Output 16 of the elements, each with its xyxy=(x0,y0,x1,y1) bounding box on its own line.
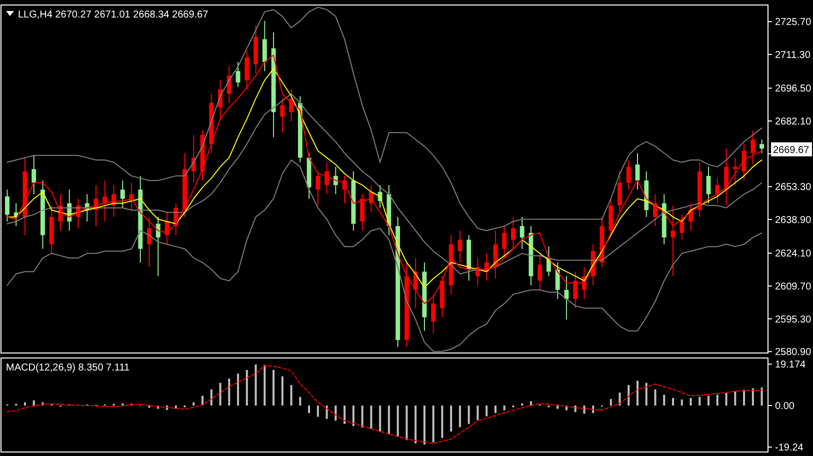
text: LLG,H4 2670.27 2671.01 2668.34 2669.67 xyxy=(18,10,209,20)
y-tick-label: 2725.70 xyxy=(775,17,812,28)
y-tick-label: 2711.30 xyxy=(775,50,811,61)
y-tick-label: 2638.90 xyxy=(775,214,812,226)
y-tick-label: 2595.30 xyxy=(775,314,812,326)
y-tick-label: 0.00 xyxy=(775,401,795,412)
y-tick-label: -19.24 xyxy=(775,442,804,454)
text: MACD(12,26,9) 8.350 7.111 xyxy=(6,362,130,374)
annotation: 2669.67 xyxy=(773,144,810,156)
y-tick-label: 2653.30 xyxy=(775,182,812,194)
y-tick-label: 2624.10 xyxy=(775,248,812,260)
y-tick-label: 2696.50 xyxy=(775,84,812,95)
y-tick-label: 19.174 xyxy=(775,360,806,371)
y-tick-label: 2609.70 xyxy=(775,282,812,292)
y-tick-label: 2682.10 xyxy=(775,116,812,128)
y-tick-label: 2580.90 xyxy=(775,347,812,358)
